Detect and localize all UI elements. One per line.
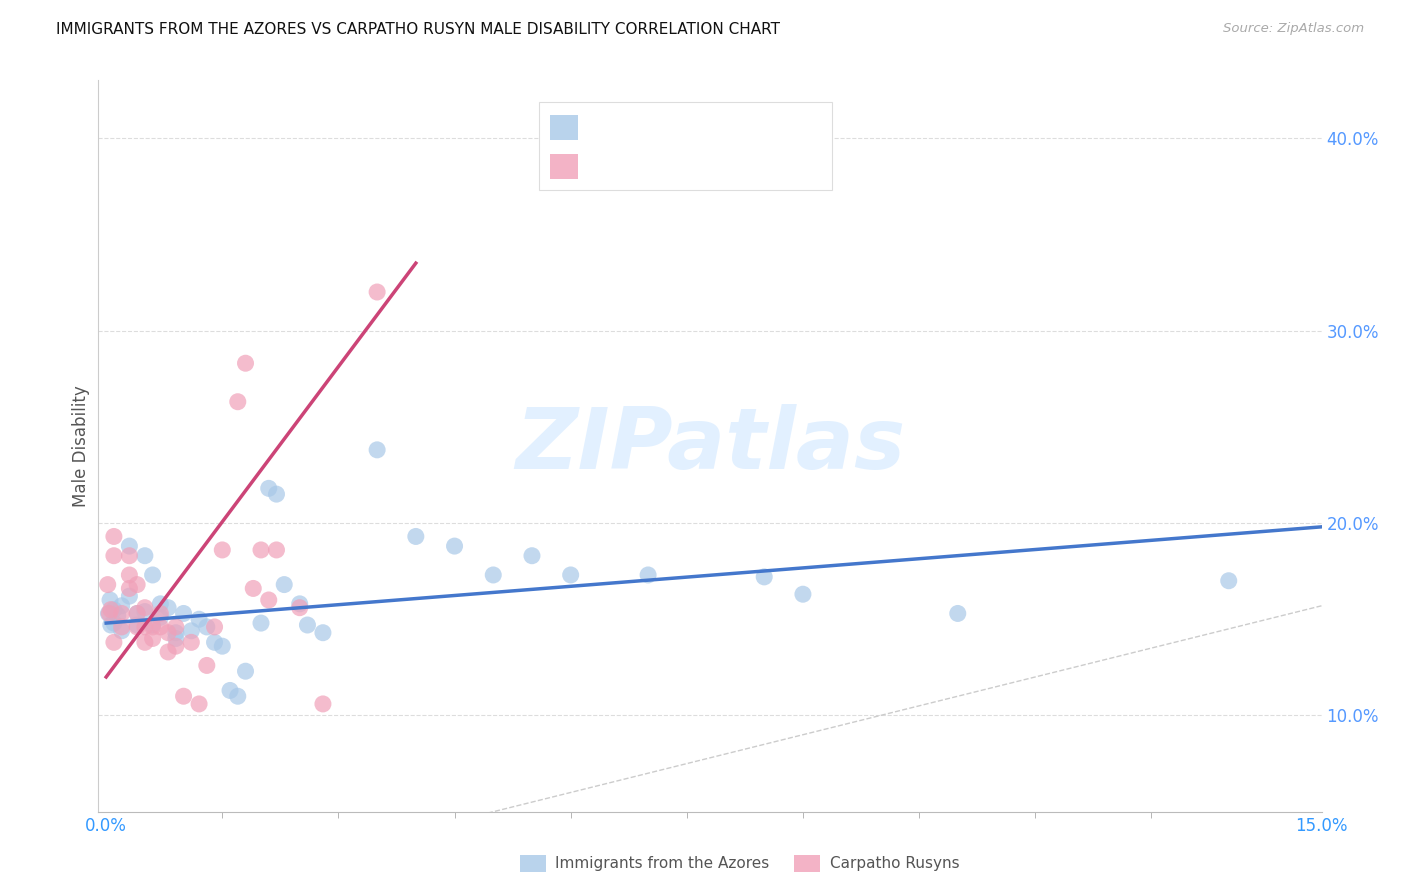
Point xyxy=(312,697,335,711)
Point xyxy=(157,625,180,640)
Point xyxy=(118,568,141,582)
Point xyxy=(405,529,427,543)
Point xyxy=(188,697,211,711)
Point xyxy=(211,639,233,653)
Point xyxy=(157,600,180,615)
Point xyxy=(482,568,505,582)
Point xyxy=(118,589,141,603)
Point xyxy=(188,612,211,626)
Point xyxy=(98,593,121,607)
Point xyxy=(118,539,141,553)
Point xyxy=(946,607,969,621)
Point xyxy=(100,618,122,632)
Point xyxy=(204,635,226,649)
Point xyxy=(560,568,582,582)
Point xyxy=(250,616,273,631)
Point xyxy=(149,597,172,611)
Point xyxy=(173,690,195,704)
Point xyxy=(97,607,120,621)
Point xyxy=(134,620,156,634)
Point xyxy=(127,607,149,621)
Point xyxy=(443,539,465,553)
Point xyxy=(288,600,311,615)
Text: R = 0.257: R = 0.257 xyxy=(586,117,669,135)
Point xyxy=(118,582,141,596)
Point xyxy=(257,593,280,607)
Point xyxy=(149,607,172,621)
Point xyxy=(242,582,264,596)
Point xyxy=(754,570,776,584)
Point xyxy=(107,608,129,623)
Point xyxy=(142,618,165,632)
Point xyxy=(165,625,187,640)
Text: R = 0.524: R = 0.524 xyxy=(586,157,669,176)
Point xyxy=(312,625,335,640)
Point xyxy=(103,529,125,543)
Point xyxy=(103,602,125,616)
Point xyxy=(134,600,156,615)
Point xyxy=(637,568,659,582)
Point xyxy=(165,639,187,653)
Text: ZIPatlas: ZIPatlas xyxy=(515,404,905,488)
Point xyxy=(165,620,187,634)
Text: Source: ZipAtlas.com: Source: ZipAtlas.com xyxy=(1223,22,1364,36)
Point xyxy=(250,543,273,558)
Point xyxy=(98,607,121,621)
Point xyxy=(142,620,165,634)
Point xyxy=(180,635,202,649)
Point xyxy=(134,635,156,649)
Point xyxy=(127,618,149,632)
Point xyxy=(149,620,172,634)
Text: N = 48: N = 48 xyxy=(721,117,779,135)
Point xyxy=(211,543,233,558)
Point xyxy=(366,285,388,299)
Point xyxy=(142,632,165,646)
Point xyxy=(173,607,195,621)
Point xyxy=(127,577,149,591)
Point xyxy=(127,607,149,621)
Point xyxy=(111,624,134,638)
Point xyxy=(118,549,141,563)
Point xyxy=(111,607,134,621)
Point xyxy=(226,690,249,704)
Text: N = 40: N = 40 xyxy=(721,157,779,176)
Point xyxy=(165,632,187,646)
Point xyxy=(1218,574,1240,588)
Point xyxy=(103,549,125,563)
Y-axis label: Male Disability: Male Disability xyxy=(72,385,90,507)
Point xyxy=(273,577,295,591)
Point xyxy=(520,549,543,563)
Point xyxy=(204,620,226,634)
Text: Carpatho Rusyns: Carpatho Rusyns xyxy=(830,856,959,871)
Point xyxy=(134,549,156,563)
Point xyxy=(235,664,257,678)
Point xyxy=(149,610,172,624)
Text: Immigrants from the Azores: Immigrants from the Azores xyxy=(555,856,769,871)
Point xyxy=(266,487,288,501)
Point xyxy=(111,620,134,634)
Point xyxy=(195,620,218,634)
Point xyxy=(100,602,122,616)
Point xyxy=(97,577,120,591)
Point xyxy=(219,683,242,698)
Point xyxy=(103,616,125,631)
Point xyxy=(257,481,280,495)
Point xyxy=(226,394,249,409)
Point xyxy=(266,543,288,558)
Point xyxy=(195,658,218,673)
Point xyxy=(297,618,319,632)
Point xyxy=(366,442,388,457)
Point xyxy=(142,568,165,582)
Point xyxy=(235,356,257,370)
Point xyxy=(288,597,311,611)
Point xyxy=(792,587,814,601)
Text: IMMIGRANTS FROM THE AZORES VS CARPATHO RUSYN MALE DISABILITY CORRELATION CHART: IMMIGRANTS FROM THE AZORES VS CARPATHO R… xyxy=(56,22,780,37)
Point xyxy=(180,624,202,638)
Point xyxy=(111,599,134,613)
Point xyxy=(157,645,180,659)
Point xyxy=(127,620,149,634)
Point xyxy=(103,635,125,649)
Point xyxy=(134,605,156,619)
